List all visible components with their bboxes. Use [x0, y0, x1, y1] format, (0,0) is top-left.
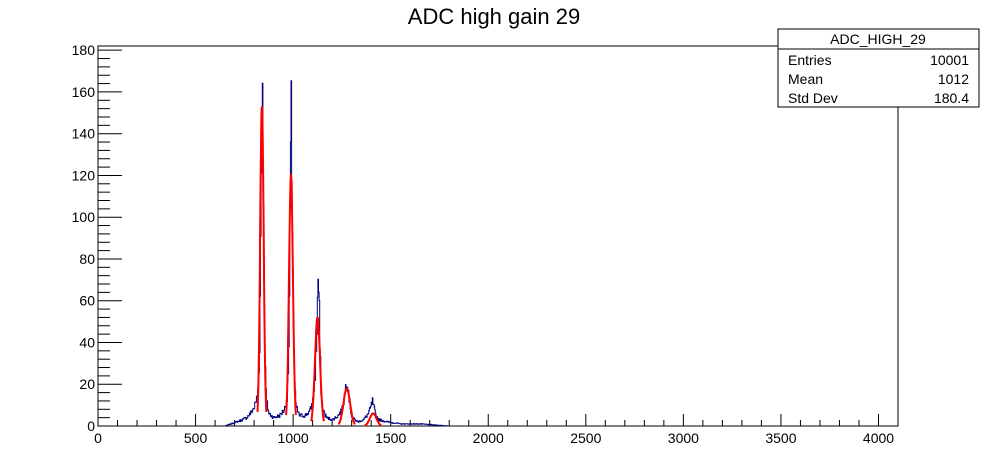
plot-area [224, 80, 450, 427]
x-tick-label: 1500 [375, 430, 406, 446]
stats-stddev-value: 180.4 [934, 90, 969, 106]
fit-curve [337, 387, 356, 426]
x-tick-label: 3500 [765, 430, 796, 446]
x-axis: 0 500 1000 1500 2000 2500 3000 3500 4000 [94, 414, 894, 446]
stats-mean-label: Mean [788, 71, 823, 87]
fit-curve [310, 315, 325, 422]
x-tick-label: 3000 [668, 430, 699, 446]
fit-curve [285, 172, 297, 416]
x-tick-label: 4000 [863, 430, 894, 446]
fit-curve [256, 106, 268, 413]
plot-frame [97, 45, 899, 427]
x-tick-label: 2000 [473, 430, 504, 446]
x-tick-label: 2500 [570, 430, 601, 446]
fit-curve [364, 412, 382, 427]
y-tick-label: 0 [87, 418, 95, 434]
x-tick-label: 0 [94, 430, 102, 446]
y-tick-label: 40 [79, 334, 95, 350]
stats-stddev-label: Std Dev [788, 90, 838, 106]
x-tick-label: 500 [184, 430, 208, 446]
chart-title: ADC high gain 29 [408, 4, 580, 29]
stats-entries-label: Entries [788, 52, 832, 68]
y-tick-label: 80 [79, 251, 95, 267]
y-tick-label: 20 [79, 376, 95, 392]
x-tick-label: 1000 [278, 430, 309, 446]
stats-mean-value: 1012 [938, 71, 969, 87]
stats-box-title: ADC_HIGH_29 [830, 31, 926, 47]
y-tick-label: 120 [72, 167, 96, 183]
stats-box: ADC_HIGH_29 Entries 10001 Mean 1012 Std … [777, 28, 980, 108]
y-axis: 0 20 40 60 80 100 120 140 160 180 [72, 42, 122, 434]
y-tick-label: 60 [79, 293, 95, 309]
y-tick-label: 180 [72, 42, 96, 58]
stats-box-frame [777, 28, 980, 108]
y-tick-label: 160 [72, 84, 96, 100]
y-tick-label: 140 [72, 126, 96, 142]
stats-entries-value: 10001 [930, 52, 969, 68]
y-tick-label: 100 [72, 209, 96, 225]
